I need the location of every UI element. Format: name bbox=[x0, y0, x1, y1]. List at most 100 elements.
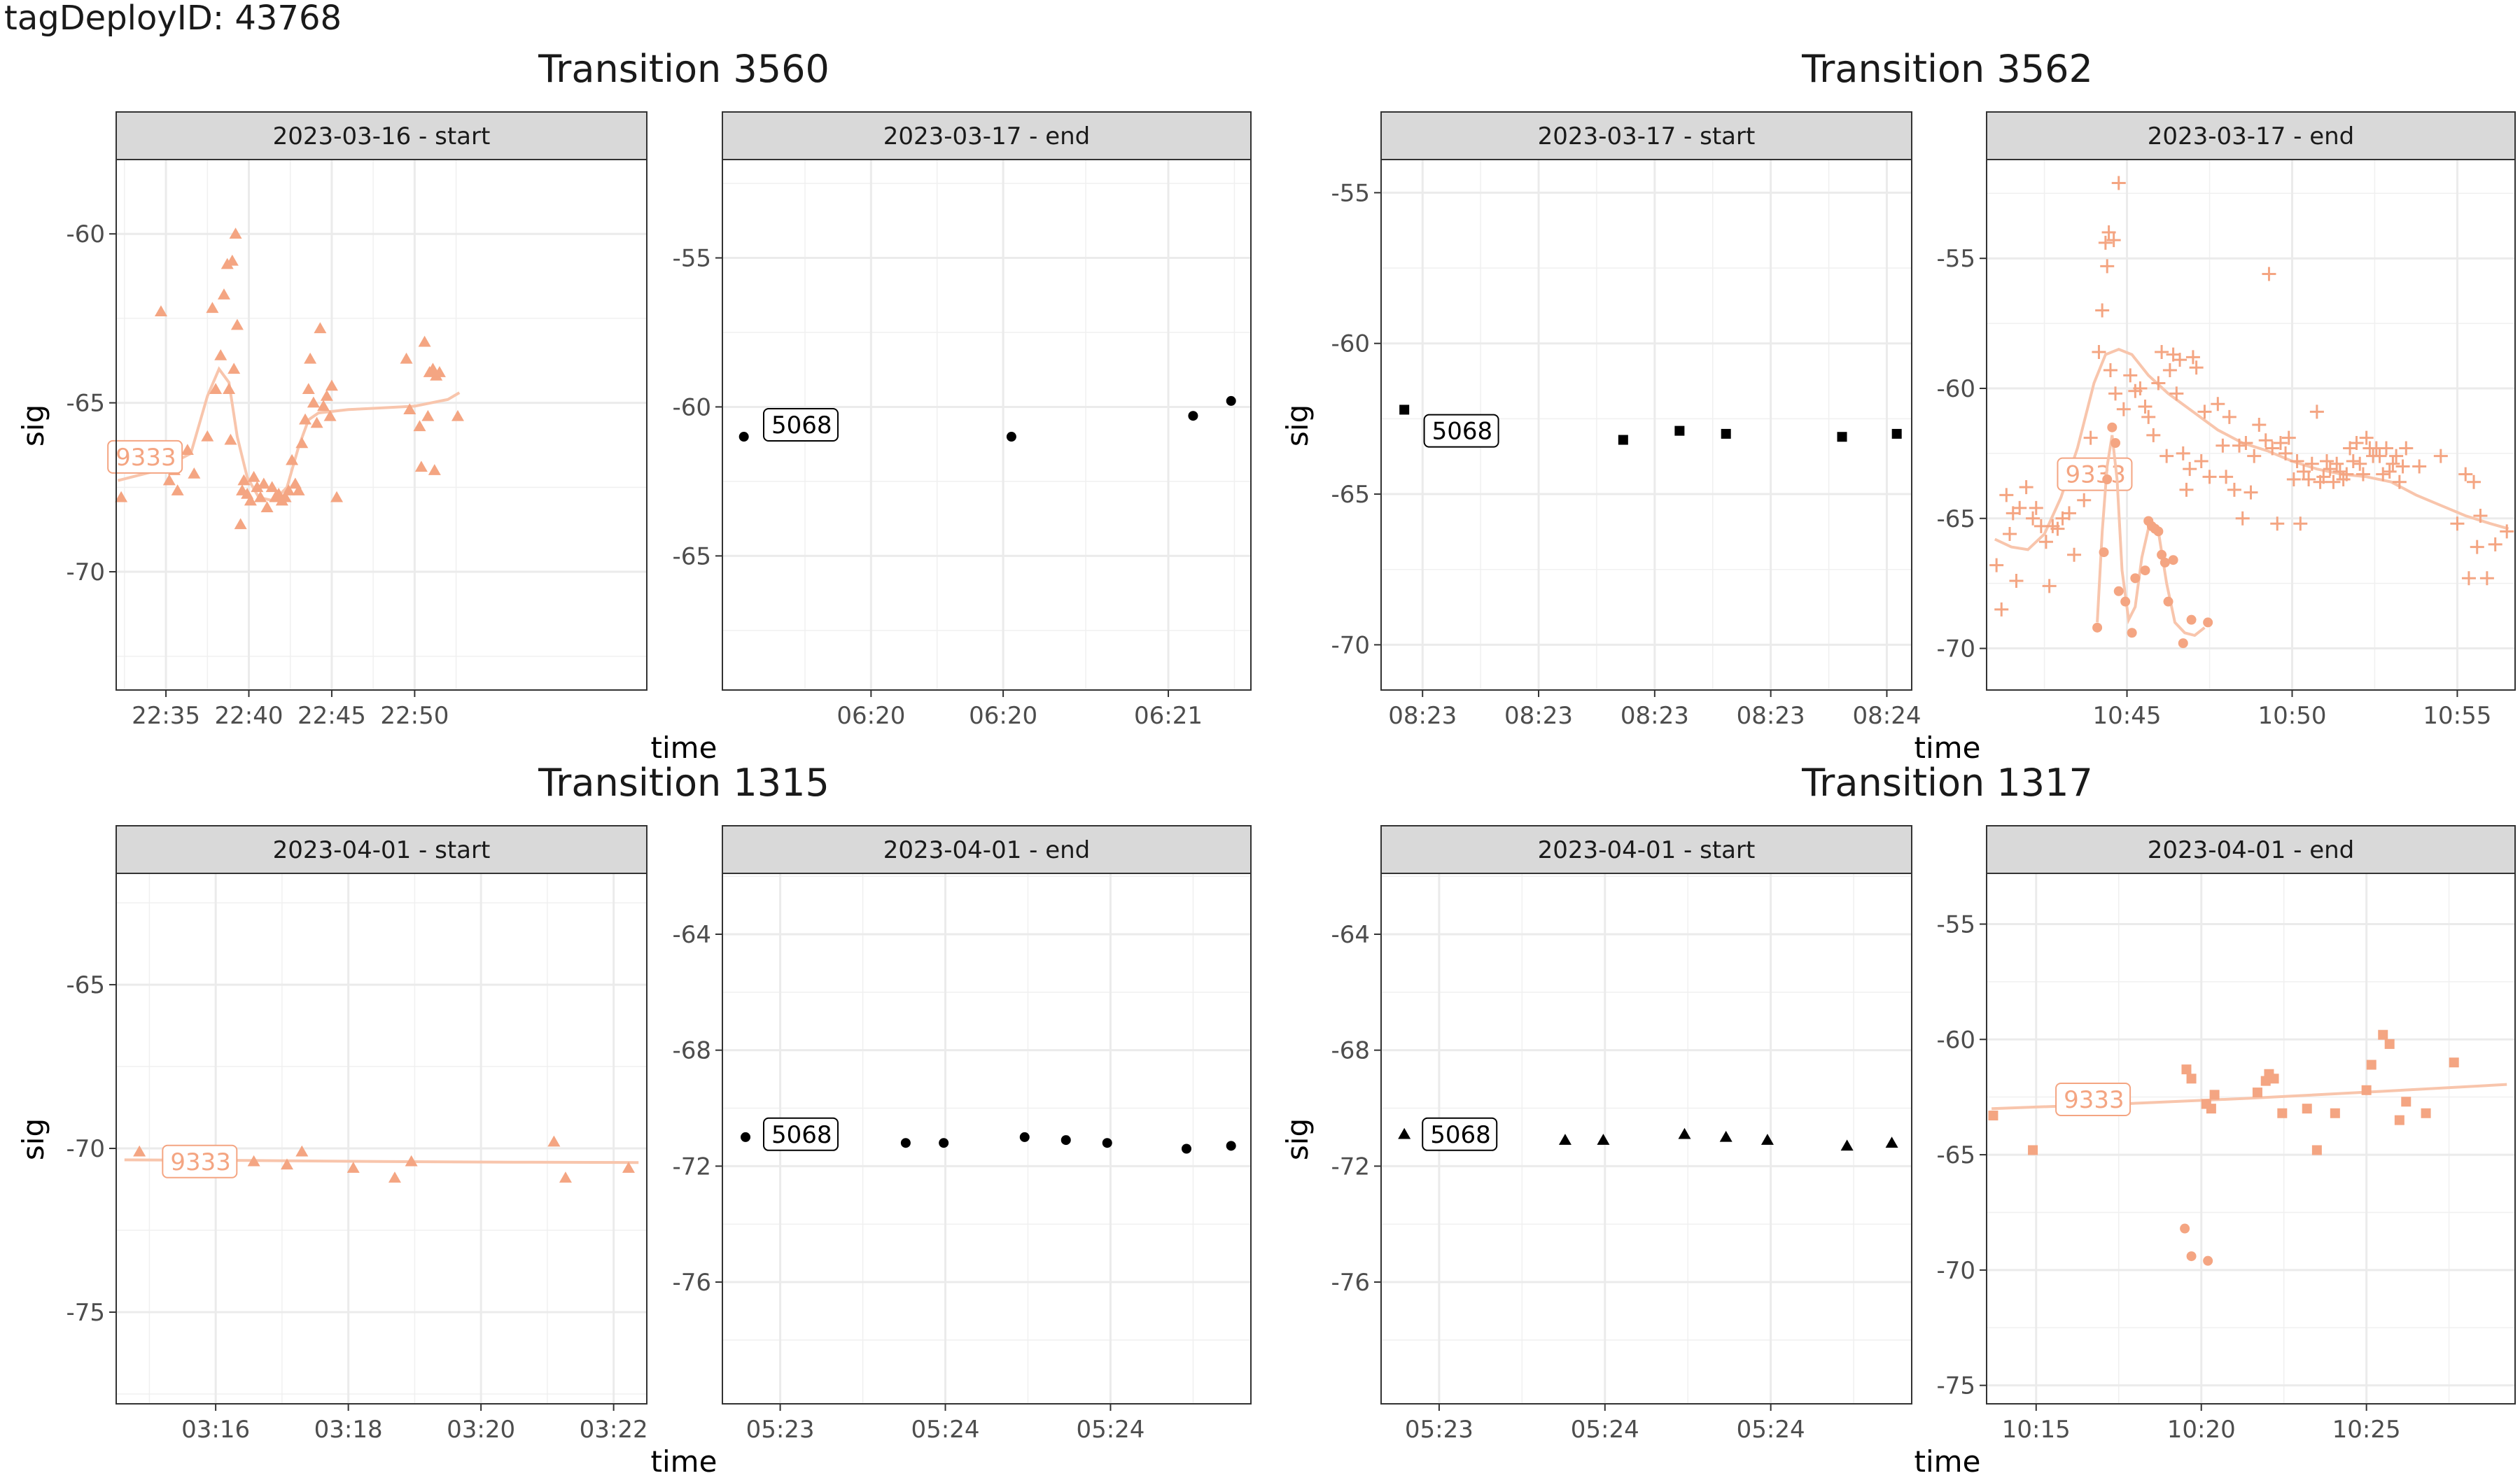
panel-3562-end: 2023-03-17 - end 10:45 10:50 10:55 -55 -60 -65… bbox=[1936, 111, 2516, 730]
series-9333-dot- bbox=[2092, 422, 2213, 649]
data-point bbox=[2185, 350, 2200, 365]
data-point bbox=[2401, 1097, 2412, 1107]
x-tick-label: 03:16 bbox=[181, 1416, 250, 1444]
data-point bbox=[2100, 259, 2115, 274]
data-point bbox=[1399, 404, 1410, 415]
data-point bbox=[209, 383, 223, 395]
data-point bbox=[201, 430, 214, 442]
data-point bbox=[2211, 397, 2225, 411]
data-point bbox=[227, 363, 241, 374]
chart-title-transition-1317: Transition 1317 bbox=[1801, 761, 2093, 805]
panel-border bbox=[722, 159, 1252, 691]
data-point bbox=[2181, 1064, 2192, 1075]
panel-background bbox=[116, 160, 647, 690]
data-point bbox=[2473, 509, 2488, 523]
data-point bbox=[2302, 1104, 2312, 1114]
data-point bbox=[2155, 344, 2169, 359]
data-point bbox=[2216, 438, 2230, 453]
series-9333: 9333 bbox=[107, 227, 464, 530]
data-point bbox=[738, 432, 749, 442]
data-point bbox=[1994, 602, 2009, 617]
data-point bbox=[2012, 500, 2027, 515]
strip-label: 2023-03-16 - start bbox=[273, 122, 491, 150]
data-point bbox=[2281, 430, 2296, 445]
data-point bbox=[2107, 422, 2118, 432]
data-point bbox=[2077, 493, 2092, 507]
data-point bbox=[2356, 467, 2370, 481]
y-axis-title-1315: sig bbox=[16, 1118, 50, 1160]
data-point bbox=[2252, 1088, 2262, 1098]
data-point bbox=[1188, 411, 1198, 421]
data-point bbox=[2353, 456, 2367, 471]
data-point bbox=[2467, 474, 2482, 489]
y-tick-label: -55 bbox=[1936, 911, 1975, 939]
data-point bbox=[2202, 470, 2217, 484]
data-point bbox=[2219, 470, 2234, 484]
smooth-line bbox=[2096, 435, 2206, 638]
y-tick-label: -76 bbox=[1331, 1269, 1370, 1297]
data-point bbox=[286, 453, 299, 465]
series-label-box bbox=[1423, 414, 1499, 448]
data-point bbox=[320, 389, 333, 401]
x-tick-label: 03:22 bbox=[580, 1416, 648, 1444]
data-point bbox=[900, 1138, 911, 1148]
panel-background bbox=[116, 873, 647, 1404]
data-point bbox=[2421, 1108, 2431, 1118]
panel-3560-end: 2023-03-17 - end 06:20 06:20 06:21 -55 -60 -65… bbox=[672, 111, 1252, 730]
y-tick-label: -55 bbox=[672, 245, 711, 273]
data-point bbox=[2372, 449, 2387, 463]
data-point bbox=[1226, 1141, 1236, 1151]
data-point bbox=[115, 491, 128, 502]
data-point bbox=[2326, 474, 2341, 489]
data-point bbox=[2160, 557, 2170, 568]
x-tick-label: 10:55 bbox=[2423, 702, 2491, 730]
data-point bbox=[2376, 467, 2390, 481]
data-point bbox=[1840, 1139, 1854, 1151]
data-point bbox=[2470, 540, 2484, 554]
y-tick-label: -72 bbox=[672, 1153, 711, 1181]
data-point bbox=[2382, 464, 2397, 479]
strip-label: 2023-04-01 - start bbox=[273, 836, 491, 864]
series-label: 9333 bbox=[115, 444, 176, 472]
data-point bbox=[2099, 547, 2109, 558]
data-point bbox=[2098, 235, 2113, 250]
data-point bbox=[2050, 521, 2065, 536]
data-point bbox=[418, 335, 431, 347]
chart-title-transition-1315: Transition 1315 bbox=[538, 761, 830, 805]
x-axis-title-3560: time bbox=[651, 731, 718, 765]
data-point bbox=[1226, 395, 1236, 406]
panel-background bbox=[1987, 873, 2515, 1404]
data-point bbox=[346, 1162, 360, 1173]
data-point bbox=[1102, 1138, 1112, 1148]
data-point bbox=[2101, 225, 2116, 240]
data-point bbox=[2461, 571, 2476, 586]
data-point bbox=[229, 227, 242, 239]
x-tick-label: 06:20 bbox=[969, 702, 1037, 730]
data-point bbox=[302, 383, 315, 395]
data-point bbox=[2029, 500, 2043, 515]
y-tick-label: -60 bbox=[672, 393, 711, 421]
data-point bbox=[299, 413, 312, 425]
data-point bbox=[2286, 472, 2301, 487]
chart-title-transition-3560: Transition 3560 bbox=[538, 47, 830, 91]
data-point bbox=[304, 352, 317, 364]
series-label-box bbox=[2057, 457, 2133, 491]
y-tick-label: -68 bbox=[1331, 1037, 1370, 1065]
y-tick-label: -72 bbox=[1331, 1153, 1370, 1181]
y-tick-label: -68 bbox=[672, 1037, 711, 1065]
series-label: 9333 bbox=[170, 1148, 231, 1176]
data-point bbox=[1618, 435, 1628, 445]
y-tick-label: -60 bbox=[66, 220, 105, 248]
data-point bbox=[2330, 1108, 2340, 1118]
data-point bbox=[2488, 537, 2502, 551]
panel-1315-end: 2023-04-01 - end 05:23 05:24 05:24 -64 -68 -72… bbox=[672, 825, 1252, 1444]
data-point bbox=[2116, 402, 2131, 416]
data-point bbox=[2206, 1104, 2216, 1114]
x-tick-label: 05:23 bbox=[1405, 1416, 1474, 1444]
x-tick-label: 05:23 bbox=[746, 1416, 815, 1444]
data-point bbox=[2092, 344, 2106, 359]
data-point bbox=[2479, 571, 2494, 586]
data-point bbox=[2222, 409, 2236, 424]
data-point bbox=[2127, 628, 2137, 638]
data-point bbox=[2449, 1057, 2459, 1068]
